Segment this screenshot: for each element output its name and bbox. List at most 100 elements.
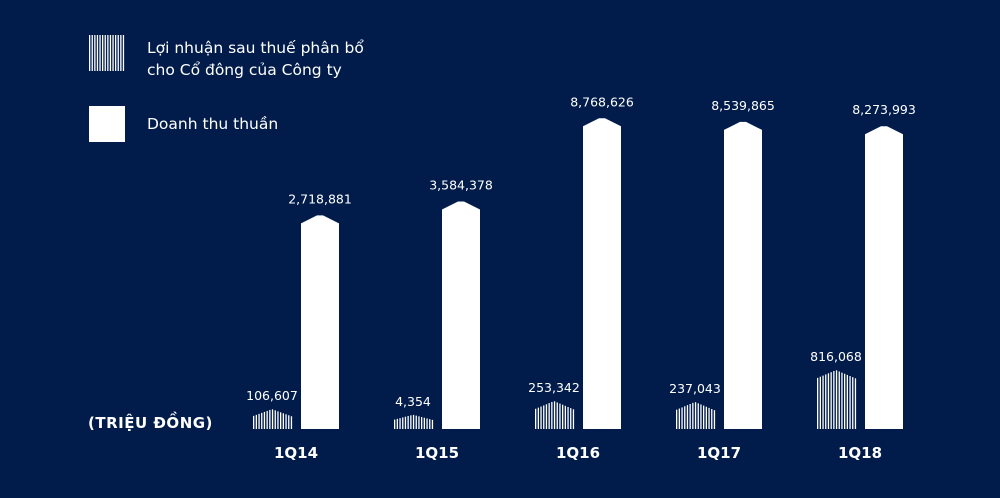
- bar-profit-stripe: [559, 403, 561, 429]
- bar-profit-stripe: [844, 373, 846, 429]
- bar-profit-stripe: [421, 417, 423, 429]
- bar-profit-stripe: [407, 416, 409, 429]
- bar-profit-stripe: [678, 408, 680, 429]
- bar-profit-stripe: [540, 406, 542, 429]
- bar-profit-stripe: [415, 415, 417, 429]
- bar-profit-stripe: [537, 407, 539, 429]
- bar-profit-stripe: [412, 414, 415, 429]
- legend-stripe: [89, 35, 91, 71]
- bar-profit-stripe: [274, 410, 276, 429]
- bar-profit-stripe: [429, 419, 431, 429]
- bar-profit-stripe: [258, 413, 260, 429]
- category-label-1Q17: 1Q17: [697, 444, 741, 462]
- bar-profit-stripe: [543, 405, 545, 429]
- bar-profit-stripe: [290, 416, 293, 429]
- label-revenue-1Q17: 8,539,865: [711, 98, 775, 113]
- bar-profit-stripe: [570, 408, 572, 429]
- bar-revenue-1Q16: [583, 118, 621, 429]
- bar-profit-stripe: [423, 417, 425, 429]
- bar-profit-stripe: [285, 414, 287, 429]
- category-label-1Q18: 1Q18: [838, 444, 882, 462]
- bar-profit-stripe: [700, 404, 702, 429]
- bar-profit-stripe: [396, 418, 398, 429]
- bar-profit-stripe: [822, 375, 824, 429]
- legend-label-profit-line2: cho Cổ đông của Công ty: [147, 61, 342, 79]
- legend-label-profit-line1: Lợi nhuận sau thuế phân bổ: [147, 39, 364, 57]
- legend-stripe: [112, 35, 114, 71]
- bar-profit-stripe: [266, 410, 268, 429]
- bar-profit-stripe: [692, 402, 694, 429]
- bar-profit-stripe: [261, 412, 263, 429]
- bar-profit-stripe: [255, 414, 257, 429]
- category-label-1Q16: 1Q16: [556, 444, 600, 462]
- bar-profit-1Q14: [253, 409, 293, 429]
- label-revenue-1Q14: 2,718,881: [288, 191, 352, 206]
- label-revenue-1Q16: 8,768,626: [570, 94, 634, 109]
- category-label-1Q14: 1Q14: [274, 444, 318, 462]
- bar-profit-stripe: [567, 406, 569, 429]
- bar-profit-stripe: [572, 409, 575, 429]
- legend-label-profit: Lợi nhuận sau thuế phân bổ cho Cổ đông c…: [147, 37, 364, 81]
- bar-profit-stripe: [548, 403, 550, 429]
- label-profit-1Q18: 816,068: [810, 349, 862, 364]
- bar-profit-stripe: [402, 417, 404, 429]
- legend-stripe: [91, 35, 93, 71]
- bar-profit-stripe: [827, 373, 830, 429]
- bar-profit-stripe: [676, 409, 678, 429]
- unit-label: (TRIỆU ĐỒNG): [88, 414, 213, 432]
- label-profit-1Q16: 253,342: [528, 380, 580, 395]
- bar-profit-stripe: [681, 407, 683, 429]
- legend-swatch-revenue: [89, 106, 125, 142]
- bar-profit-stripe: [410, 415, 412, 429]
- bar-revenue-1Q14: [301, 215, 339, 429]
- bar-profit-stripe: [394, 419, 396, 429]
- label-revenue-1Q18: 8,273,993: [852, 102, 916, 117]
- legend-stripe: [109, 35, 112, 71]
- bar-profit-stripe: [562, 404, 564, 429]
- bar-profit-stripe: [280, 412, 282, 429]
- label-profit-1Q17: 237,043: [669, 381, 721, 396]
- legend-swatch-profit: [89, 35, 125, 71]
- bar-profit-stripe: [854, 378, 857, 429]
- bar-profit-stripe: [833, 371, 835, 429]
- bar-profit-stripe: [684, 406, 686, 429]
- bar-profit-stripe: [817, 377, 819, 429]
- bar-profit-stripe: [288, 415, 290, 429]
- bar-profit-stripe: [841, 372, 843, 429]
- legend-stripe: [120, 35, 122, 71]
- bar-profit-1Q18: [817, 370, 857, 429]
- bar-profit-stripe: [253, 415, 255, 429]
- legend-stripe: [107, 35, 109, 71]
- legend-stripe: [96, 35, 99, 71]
- label-revenue-1Q15: 3,584,378: [429, 177, 493, 192]
- bar-profit-1Q17: [676, 402, 716, 429]
- bar-profit-stripe: [689, 404, 691, 429]
- bar-revenue-1Q18: [865, 126, 903, 429]
- legend-stripe: [102, 35, 104, 71]
- bar-profit-stripe: [271, 409, 274, 429]
- bar-profit-stripe: [564, 405, 566, 429]
- bar-profit-stripe: [426, 418, 428, 429]
- label-profit-1Q14: 106,607: [246, 388, 298, 403]
- bar-profit-stripe: [825, 374, 827, 429]
- legend-label-revenue: Doanh thu thuần: [147, 115, 279, 133]
- bar-profit-stripe: [431, 419, 434, 429]
- legend-stripe: [104, 35, 106, 71]
- legend-stripe: [122, 35, 125, 71]
- label-profit-1Q15: 4,354: [395, 394, 431, 409]
- bar-profit-stripe: [711, 409, 713, 429]
- bar-profit-stripe: [835, 370, 838, 429]
- bar-profit-stripe: [846, 374, 848, 429]
- legend-stripe: [115, 35, 117, 71]
- legend-stripe: [117, 35, 119, 71]
- bar-profit-stripe: [849, 376, 851, 429]
- bar-profit-stripe: [694, 402, 697, 429]
- bar-revenue-1Q17: [724, 121, 762, 429]
- bar-profit-stripe: [686, 405, 689, 429]
- bar-profit-1Q15: [394, 414, 434, 429]
- bar-profit-stripe: [697, 403, 699, 429]
- bar-profit-1Q16: [535, 401, 575, 429]
- bar-profit-stripe: [553, 401, 556, 429]
- bar-profit-stripe: [838, 371, 840, 429]
